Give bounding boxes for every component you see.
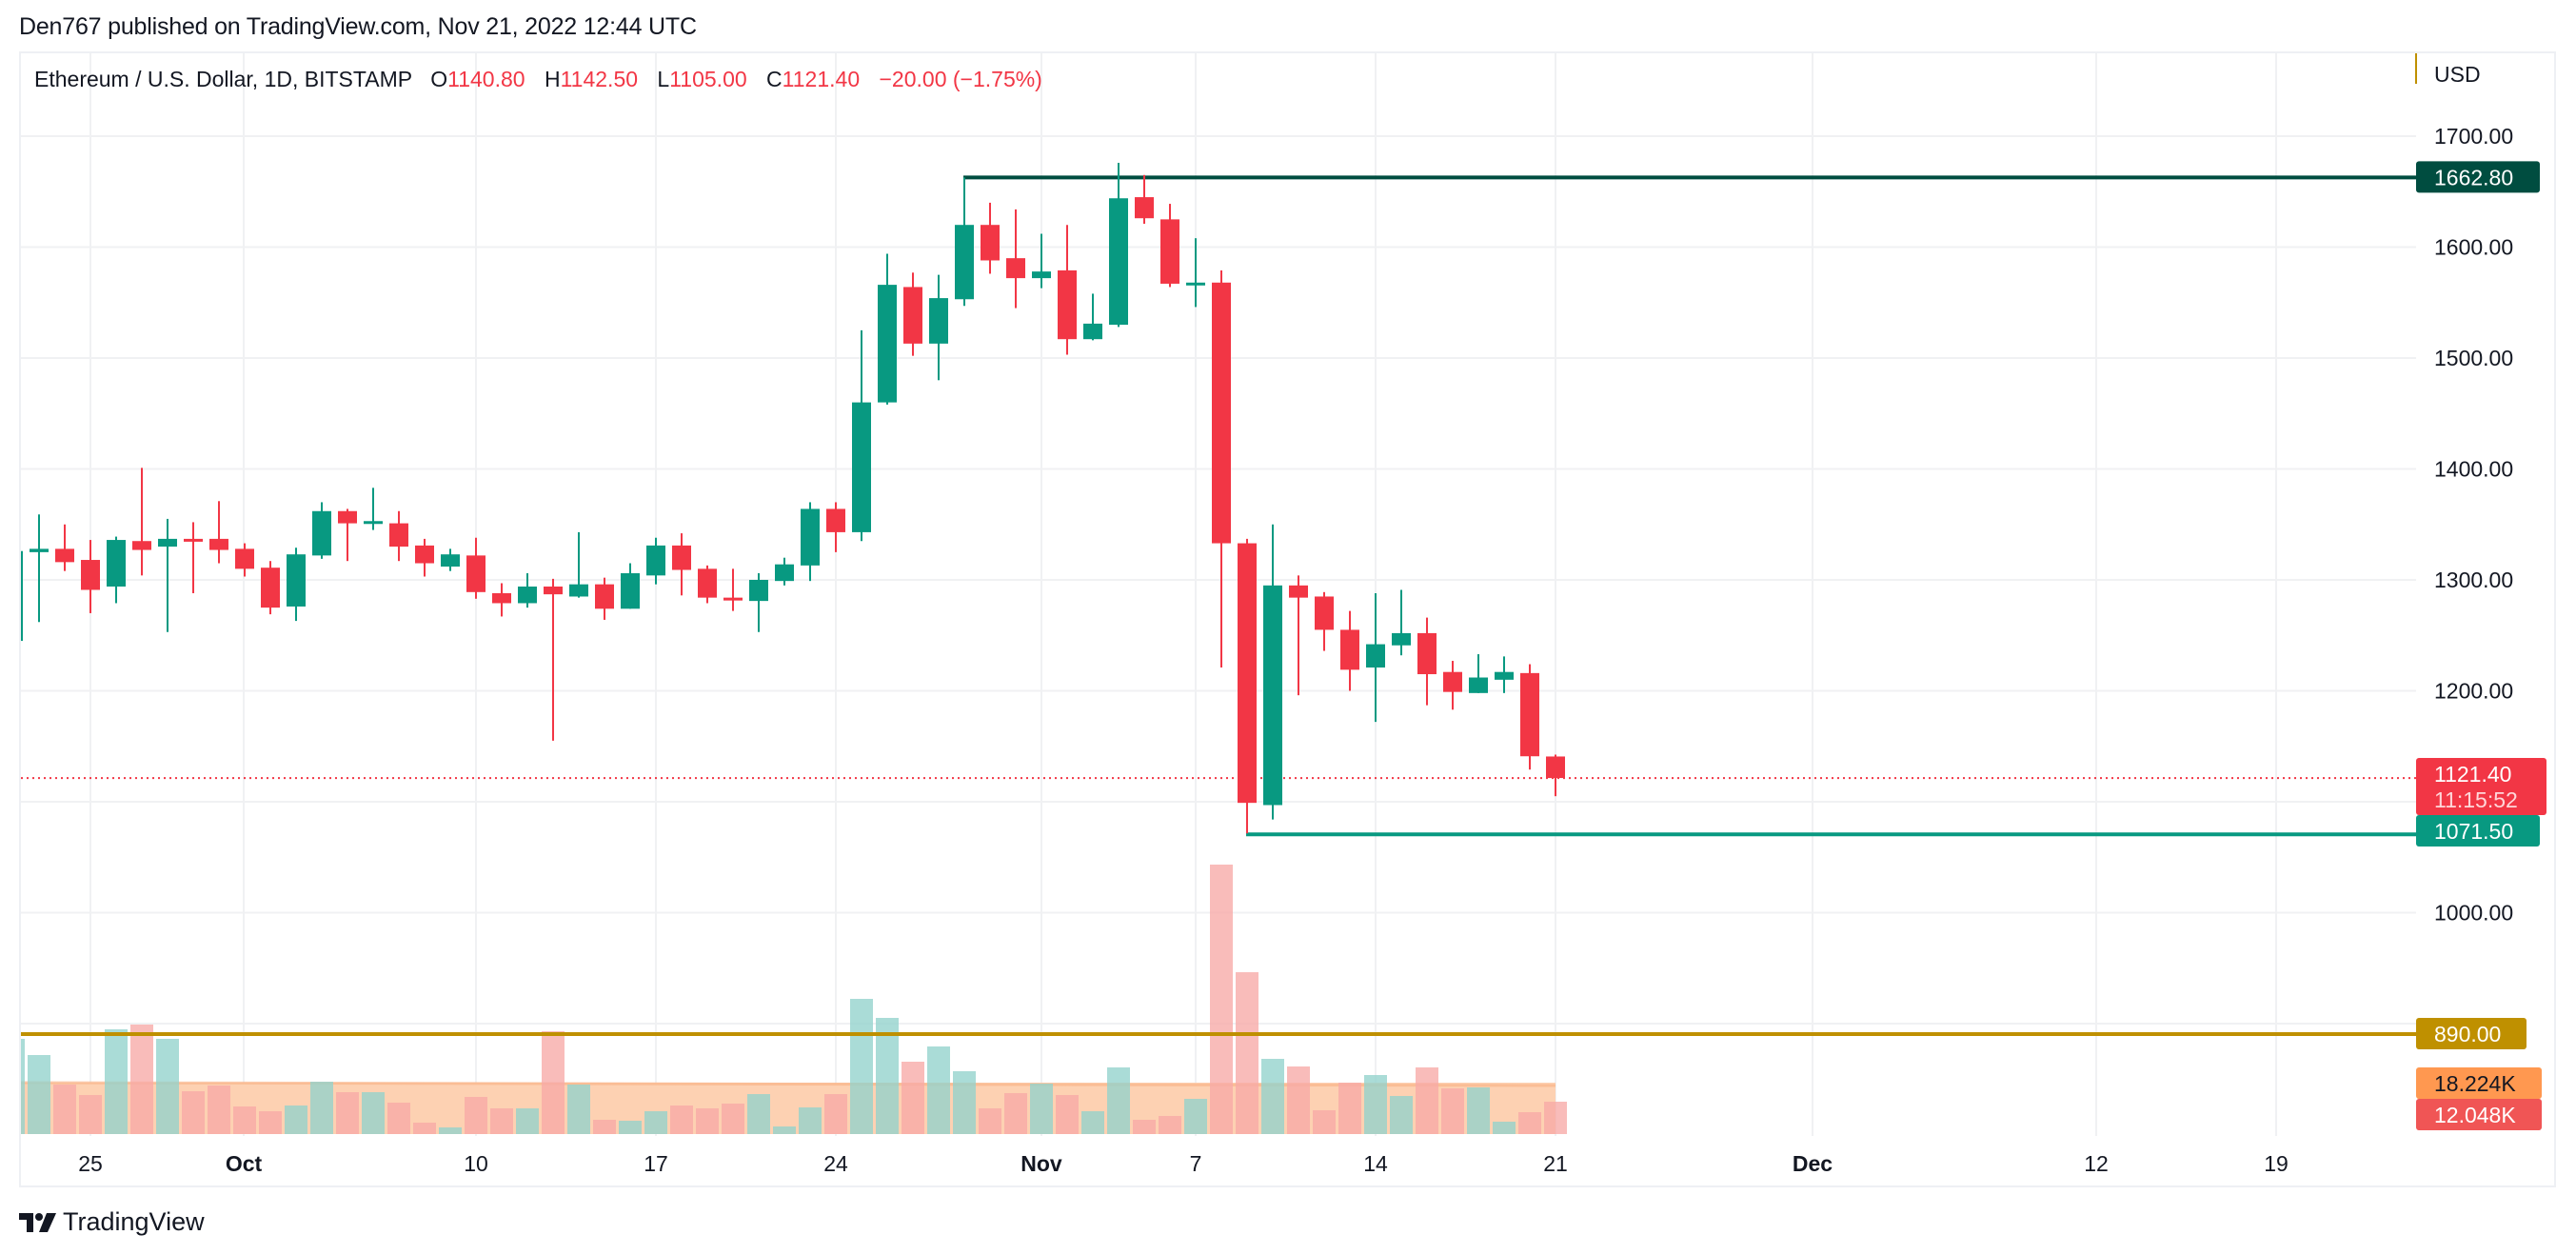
volume-ma-badge: 18.224K: [2416, 1067, 2542, 1099]
svg-text:1121.40: 1121.40: [2434, 762, 2511, 787]
close-value: 1121.40: [782, 67, 861, 91]
open-label: O: [430, 67, 448, 91]
support-price-badge: 1071.50: [2416, 815, 2540, 847]
symbol-title: Ethereum / U.S. Dollar, 1D, BITSTAMP: [34, 67, 413, 91]
svg-text:18.224K: 18.224K: [2434, 1071, 2516, 1096]
svg-text:1071.50: 1071.50: [2434, 819, 2513, 844]
svg-text:1300.00: 1300.00: [2434, 568, 2513, 592]
svg-text:1600.00: 1600.00: [2434, 235, 2513, 260]
plot-area: [21, 162, 2416, 1134]
volume-bars: [21, 865, 1567, 1134]
level-890-badge: 890.00: [2416, 1018, 2526, 1049]
volume-badge: 12.048K: [2416, 1099, 2542, 1130]
svg-text:890.00: 890.00: [2434, 1022, 2501, 1046]
svg-text:21: 21: [1543, 1151, 1568, 1176]
svg-text:11:15:52: 11:15:52: [2434, 787, 2518, 812]
svg-text:12: 12: [2084, 1151, 2109, 1176]
tradingview-logo[interactable]: TradingView: [19, 1207, 205, 1237]
svg-text:14: 14: [1363, 1151, 1388, 1176]
resistance-price-badge: 1662.80: [2416, 161, 2540, 193]
currency-label: USD: [2434, 62, 2481, 87]
low-label: L: [657, 67, 670, 91]
svg-text:10: 10: [464, 1151, 488, 1176]
price-axis[interactable]: 1700.00 1600.00 1500.00 1400.00 1300.00 1200.…: [2415, 53, 2546, 1130]
svg-text:17: 17: [644, 1151, 668, 1176]
low-value: 1105.00: [669, 67, 747, 91]
candles: [21, 162, 1565, 834]
svg-text:12.048K: 12.048K: [2434, 1103, 2516, 1127]
symbol-legend: Ethereum / U.S. Dollar, 1D, BITSTAMP O11…: [34, 67, 1042, 92]
svg-text:25: 25: [78, 1151, 103, 1176]
svg-text:Oct: Oct: [226, 1151, 263, 1176]
publish-info: Den767 published on TradingView.com, Nov…: [19, 13, 697, 40]
svg-text:7: 7: [1190, 1151, 1202, 1176]
open-value: 1140.80: [447, 67, 525, 91]
close-label: C: [766, 67, 783, 91]
tradingview-logo-icon: [19, 1212, 56, 1232]
svg-text:24: 24: [823, 1151, 848, 1176]
logo-text: TradingView: [63, 1207, 205, 1236]
svg-text:1500.00: 1500.00: [2434, 346, 2513, 370]
svg-text:Dec: Dec: [1793, 1151, 1833, 1176]
change-value: −20.00 (−1.75%): [879, 67, 1042, 91]
svg-text:1662.80: 1662.80: [2434, 165, 2513, 189]
svg-text:Nov: Nov: [1020, 1151, 1062, 1176]
svg-text:1000.00: 1000.00: [2434, 901, 2513, 926]
chart-frame: [19, 51, 2556, 1187]
svg-text:1200.00: 1200.00: [2434, 679, 2513, 704]
time-axis[interactable]: 25 Oct 10 17 24 Nov 7 14 21 Dec 12 19: [78, 1151, 2289, 1176]
level-lines[interactable]: [21, 175, 2416, 1036]
high-value: 1142.50: [560, 67, 639, 91]
svg-text:19: 19: [2264, 1151, 2289, 1176]
svg-text:1400.00: 1400.00: [2434, 457, 2513, 482]
svg-text:1700.00: 1700.00: [2434, 124, 2513, 149]
high-label: H: [544, 67, 561, 91]
